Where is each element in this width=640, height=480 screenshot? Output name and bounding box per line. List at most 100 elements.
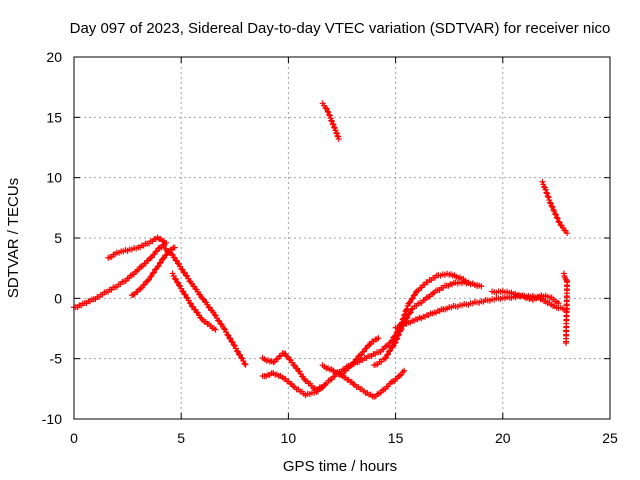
data-point (552, 211, 559, 218)
data-point (555, 218, 562, 225)
data-point (159, 255, 166, 262)
data-point (404, 314, 411, 321)
data-point (408, 306, 415, 313)
data-point (333, 129, 340, 136)
data-point (179, 288, 186, 295)
data-point (161, 238, 168, 245)
series-arc-d (161, 243, 249, 368)
x-tick-label: 25 (602, 430, 618, 446)
data-point (334, 132, 341, 139)
data-point (352, 356, 359, 363)
data-point (387, 347, 394, 354)
data-point (548, 203, 555, 210)
y-tick-label: -10 (42, 411, 62, 427)
series-arc-h (319, 362, 408, 400)
data-point (478, 283, 485, 290)
data-point (242, 361, 249, 368)
data-point (393, 336, 400, 343)
data-point (170, 254, 177, 261)
data-point (157, 259, 164, 266)
data-point (551, 208, 558, 215)
data-point (411, 291, 418, 298)
data-point (359, 349, 366, 356)
y-tick-label: 15 (46, 109, 62, 125)
data-point (394, 335, 401, 342)
y-tick-label: 20 (46, 49, 62, 65)
data-point (176, 282, 183, 289)
data-point (149, 270, 156, 277)
data-point (545, 194, 552, 201)
data-point (150, 269, 157, 276)
series-arc-n (539, 178, 571, 237)
data-point (182, 272, 189, 279)
data-point (389, 343, 396, 350)
data-point (215, 317, 222, 324)
data-point (178, 265, 185, 272)
data-point (546, 199, 553, 206)
data-point (329, 120, 336, 127)
series-arc-l (489, 288, 562, 307)
series-arc-m (319, 100, 342, 143)
data-point (324, 108, 331, 115)
data-point (396, 331, 403, 338)
data-point (212, 326, 219, 333)
data-point (326, 111, 333, 118)
y-tick-label: 0 (54, 290, 62, 306)
data-point (233, 347, 240, 354)
data-point (395, 332, 402, 339)
x-tick-label: 20 (495, 430, 511, 446)
data-point (544, 190, 551, 197)
data-point (173, 278, 180, 285)
axis-ticks: 0 5 10 15 20 25 -10 -5 0 5 10 15 20 (42, 49, 618, 446)
data-point (152, 248, 159, 255)
x-tick-label: 15 (388, 430, 404, 446)
data-point (241, 360, 248, 367)
data-point (286, 356, 293, 363)
chart-title: Day 097 of 2023, Sidereal Day-to-day VTE… (70, 20, 611, 37)
data-point (390, 342, 397, 349)
data-point (186, 299, 193, 306)
series-arc-o (560, 270, 571, 346)
data-point (356, 352, 363, 359)
data-point (407, 309, 414, 316)
data-point (281, 350, 288, 357)
data-point (236, 351, 243, 358)
data-point (542, 186, 549, 193)
data-point (391, 340, 398, 347)
data-point (148, 273, 155, 280)
data-point (226, 335, 233, 342)
data-point (335, 136, 342, 143)
data-point (404, 305, 411, 312)
series-arc-a (71, 239, 170, 311)
data-point (388, 338, 395, 345)
data-point (137, 285, 144, 292)
data-point (154, 263, 161, 270)
data-point (224, 331, 231, 338)
x-tick-label: 0 (70, 430, 78, 446)
data-point (406, 299, 413, 306)
data-point (155, 245, 162, 252)
data-point (382, 354, 389, 361)
data-point (375, 335, 382, 342)
x-tick-label: 5 (177, 430, 185, 446)
data-point (403, 307, 410, 314)
data-point (228, 338, 235, 345)
series-arc-c (128, 244, 178, 299)
data-point (147, 274, 154, 281)
x-tick-label: 10 (281, 430, 297, 446)
data-point (238, 354, 245, 361)
data-point (221, 325, 228, 332)
series-arc-g (259, 270, 485, 399)
data-point (187, 300, 194, 307)
data-point (362, 345, 369, 352)
data-point (543, 189, 550, 196)
data-point (401, 312, 408, 319)
data-point (384, 352, 391, 359)
data-point (328, 117, 335, 124)
data-point (183, 294, 190, 301)
data-point (396, 372, 403, 379)
data-point (283, 353, 290, 360)
data-point (150, 251, 157, 258)
data-point (552, 210, 559, 217)
